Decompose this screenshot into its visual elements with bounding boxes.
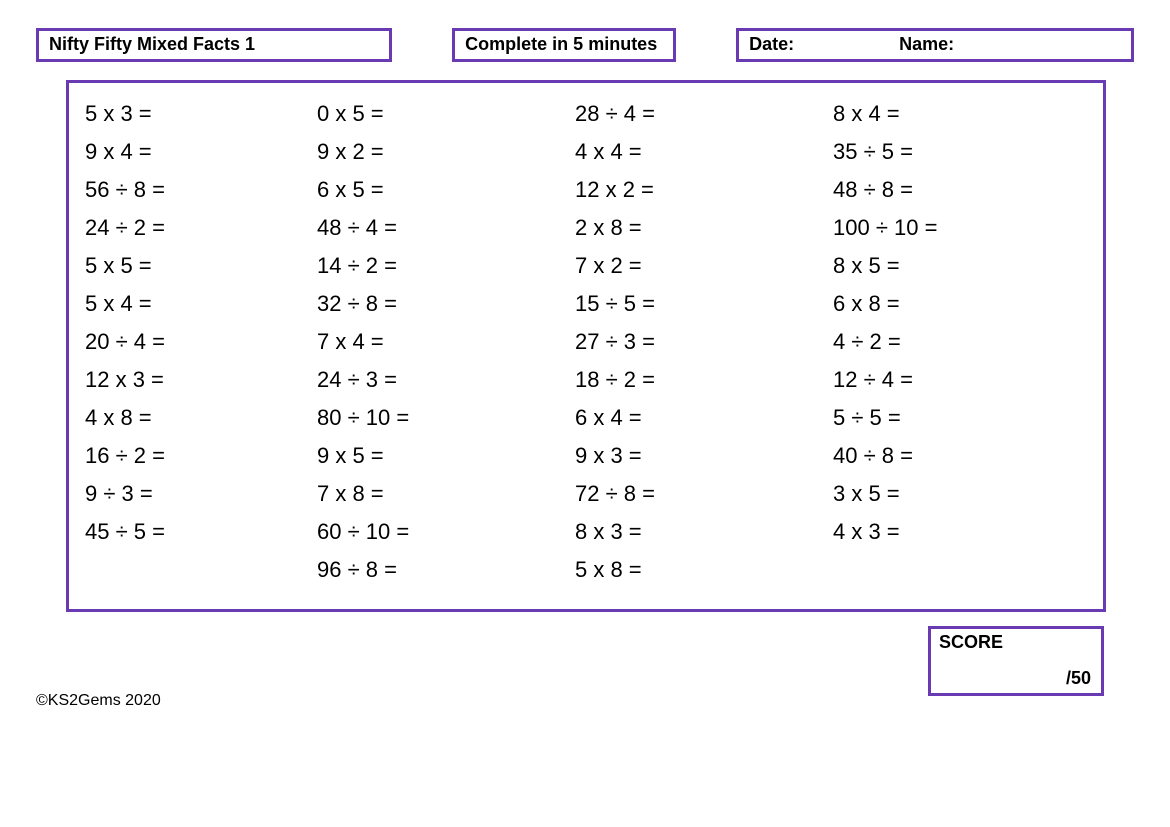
math-problem: 9 ÷ 3 = bbox=[85, 475, 317, 513]
math-problem: 5 x 4 = bbox=[85, 285, 317, 323]
worksheet-title: Nifty Fifty Mixed Facts 1 bbox=[49, 34, 255, 54]
problem-column-4: 8 x 4 =35 ÷ 5 =48 ÷ 8 =100 ÷ 10 =8 x 5 =… bbox=[833, 95, 1083, 589]
score-total: /50 bbox=[1066, 668, 1091, 689]
math-problem: 15 ÷ 5 = bbox=[575, 285, 833, 323]
math-problem: 60 ÷ 10 = bbox=[317, 513, 575, 551]
copyright-text: ©KS2Gems 2020 bbox=[36, 692, 161, 710]
math-problem: 3 x 5 = bbox=[833, 475, 1083, 513]
footer-row: ©KS2Gems 2020 SCORE /50 bbox=[36, 626, 1134, 710]
math-problem: 7 x 8 = bbox=[317, 475, 575, 513]
math-problem: 100 ÷ 10 = bbox=[833, 209, 1083, 247]
math-problem: 5 ÷ 5 = bbox=[833, 399, 1083, 437]
math-problem: 12 x 3 = bbox=[85, 361, 317, 399]
math-problem: 40 ÷ 8 = bbox=[833, 437, 1083, 475]
math-problem: 9 x 2 = bbox=[317, 133, 575, 171]
math-problem: 8 x 5 = bbox=[833, 247, 1083, 285]
problem-columns: 5 x 3 =9 x 4 =56 ÷ 8 =24 ÷ 2 =5 x 5 =5 x… bbox=[85, 95, 1087, 589]
math-problem: 4 x 4 = bbox=[575, 133, 833, 171]
math-problem: 28 ÷ 4 = bbox=[575, 95, 833, 133]
math-problem: 20 ÷ 4 = bbox=[85, 323, 317, 361]
math-problem: 5 x 8 = bbox=[575, 551, 833, 589]
math-problem: 5 x 5 = bbox=[85, 247, 317, 285]
date-label: Date: bbox=[749, 34, 899, 55]
math-problem: 24 ÷ 3 = bbox=[317, 361, 575, 399]
math-problem: 6 x 4 = bbox=[575, 399, 833, 437]
math-problem: 35 ÷ 5 = bbox=[833, 133, 1083, 171]
math-problem: 72 ÷ 8 = bbox=[575, 475, 833, 513]
math-problem: 4 x 8 = bbox=[85, 399, 317, 437]
time-instruction: Complete in 5 minutes bbox=[465, 34, 657, 54]
math-problem: 2 x 8 = bbox=[575, 209, 833, 247]
math-problem: 5 x 3 = bbox=[85, 95, 317, 133]
math-problem: 45 ÷ 5 = bbox=[85, 513, 317, 551]
worksheet-title-box: Nifty Fifty Mixed Facts 1 bbox=[36, 28, 392, 62]
date-name-box: Date: Name: bbox=[736, 28, 1134, 62]
math-problem: 96 ÷ 8 = bbox=[317, 551, 575, 589]
problems-box: 5 x 3 =9 x 4 =56 ÷ 8 =24 ÷ 2 =5 x 5 =5 x… bbox=[66, 80, 1106, 612]
math-problem: 80 ÷ 10 = bbox=[317, 399, 575, 437]
worksheet-page: Nifty Fifty Mixed Facts 1 Complete in 5 … bbox=[0, 0, 1170, 730]
math-problem: 4 ÷ 2 = bbox=[833, 323, 1083, 361]
math-problem: 18 ÷ 2 = bbox=[575, 361, 833, 399]
problem-column-2: 0 x 5 =9 x 2 =6 x 5 =48 ÷ 4 =14 ÷ 2 =32 … bbox=[317, 95, 575, 589]
math-problem: 24 ÷ 2 = bbox=[85, 209, 317, 247]
math-problem: 48 ÷ 8 = bbox=[833, 171, 1083, 209]
math-problem: 14 ÷ 2 = bbox=[317, 247, 575, 285]
math-problem: 8 x 3 = bbox=[575, 513, 833, 551]
problem-column-3: 28 ÷ 4 =4 x 4 =12 x 2 =2 x 8 =7 x 2 =15 … bbox=[575, 95, 833, 589]
math-problem: 12 x 2 = bbox=[575, 171, 833, 209]
math-problem: 27 ÷ 3 = bbox=[575, 323, 833, 361]
math-problem: 32 ÷ 8 = bbox=[317, 285, 575, 323]
math-problem: 8 x 4 = bbox=[833, 95, 1083, 133]
math-problem: 6 x 5 = bbox=[317, 171, 575, 209]
math-problem: 0 x 5 = bbox=[317, 95, 575, 133]
math-problem: 56 ÷ 8 = bbox=[85, 171, 317, 209]
name-label: Name: bbox=[899, 34, 954, 55]
math-problem: 9 x 4 = bbox=[85, 133, 317, 171]
score-box: SCORE /50 bbox=[928, 626, 1104, 696]
math-problem: 6 x 8 = bbox=[833, 285, 1083, 323]
math-problem: 9 x 3 = bbox=[575, 437, 833, 475]
problem-column-1: 5 x 3 =9 x 4 =56 ÷ 8 =24 ÷ 2 =5 x 5 =5 x… bbox=[85, 95, 317, 589]
math-problem: 48 ÷ 4 = bbox=[317, 209, 575, 247]
header-row: Nifty Fifty Mixed Facts 1 Complete in 5 … bbox=[36, 28, 1134, 62]
math-problem: 7 x 2 = bbox=[575, 247, 833, 285]
math-problem: 9 x 5 = bbox=[317, 437, 575, 475]
math-problem: 4 x 3 = bbox=[833, 513, 1083, 551]
score-label: SCORE bbox=[939, 632, 1003, 653]
math-problem: 12 ÷ 4 = bbox=[833, 361, 1083, 399]
math-problem: 16 ÷ 2 = bbox=[85, 437, 317, 475]
time-instruction-box: Complete in 5 minutes bbox=[452, 28, 676, 62]
math-problem: 7 x 4 = bbox=[317, 323, 575, 361]
